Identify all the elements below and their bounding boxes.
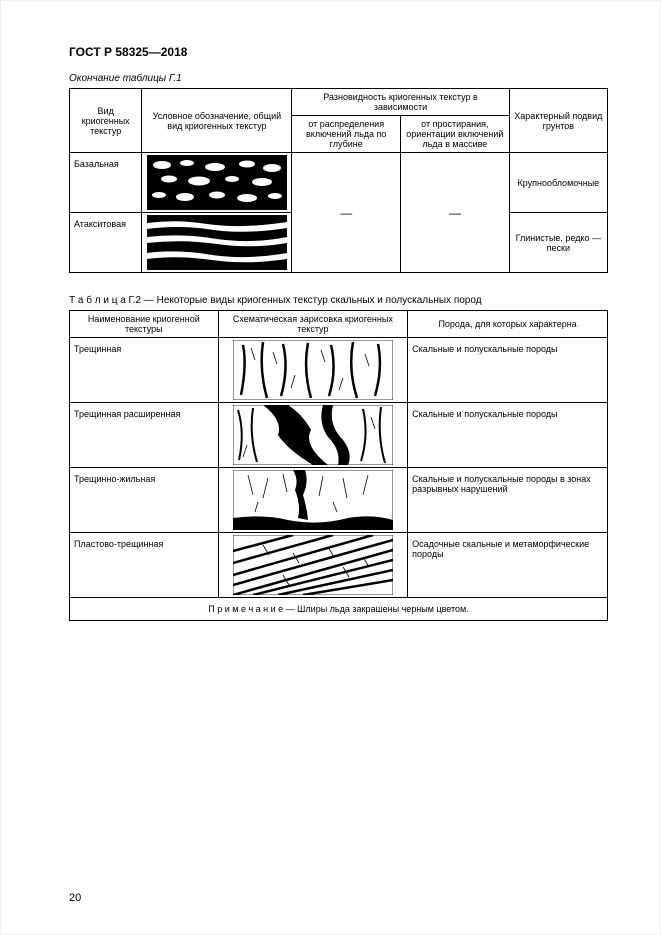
table-g1-continuation: Вид криогенных текстур Условное обозначе… (69, 88, 608, 273)
table1-caption: Окончание таблицы Г.1 (69, 73, 608, 84)
t1-row2-name: Атакситовая (70, 213, 142, 273)
t2-row3-sketch (218, 468, 408, 533)
t1-header-orient: от простирания, ориентации включений льд… (401, 116, 510, 153)
texture-fracture-vein-icon (233, 470, 393, 530)
t2-header-rock: Порода, для которых характерна (408, 311, 608, 338)
t1-header-group: Разновидность криогенных текстур в завис… (292, 89, 509, 116)
table-g2: Наименование криогенной текстуры Схемати… (69, 310, 608, 621)
t1-row2-texture (142, 213, 292, 273)
t2-note: П р и м е ч а н и е — Шлиры льда закраше… (70, 598, 608, 621)
texture-ataxite-icon (147, 215, 287, 270)
texture-layered-fractured-icon (233, 535, 393, 595)
texture-fractured-expanded-icon (233, 405, 393, 465)
t2-row3-desc: Скальные и полускальные породы в зонах р… (408, 468, 608, 533)
table2-caption: Т а б л и ц а Г.2 — Некоторые виды криог… (69, 295, 608, 306)
t2-row2-desc: Скальные и полускальные породы (408, 403, 608, 468)
t1-header-type: Вид криогенных текстур (70, 89, 142, 153)
table2-caption-prefix: Т а б л и ц а Г.2 (69, 295, 141, 306)
t2-row4-name: Пластово-трещинная (70, 533, 219, 598)
t2-row3-name: Трещинно-жильная (70, 468, 219, 533)
t1-dash1: — (292, 153, 401, 273)
t2-row2-name: Трещинная расширенная (70, 403, 219, 468)
t1-header-symbol: Условное обозначение, общий вид криогенн… (142, 89, 292, 153)
t2-row1-sketch (218, 338, 408, 403)
t2-row1-desc: Скальные и полускальные породы (408, 338, 608, 403)
page-number: 20 (69, 892, 81, 904)
page: ГОСТ Р 58325—2018 Окончание таблицы Г.1 … (0, 0, 661, 935)
t1-row1-subtype: Крупнообломоч­ные (509, 153, 607, 213)
table2-caption-rest: — Некоторые виды криогенных текстур скал… (141, 295, 481, 306)
t2-header-sketch: Схематическая зарисовка криогенных текст… (218, 311, 408, 338)
t2-row4-sketch (218, 533, 408, 598)
texture-fractured-icon (233, 340, 393, 400)
t1-row1-texture (142, 153, 292, 213)
t2-header-name: Наименование криогенной текстуры (70, 311, 219, 338)
t1-header-depth: от распределения включений льда по глуби… (292, 116, 401, 153)
t1-header-subtype: Характерный подвид грунтов (509, 89, 607, 153)
t2-row2-sketch (218, 403, 408, 468)
texture-basal-icon (147, 155, 287, 210)
t2-row1-name: Трещинная (70, 338, 219, 403)
t1-row2-subtype: Глинистые, редко — пески (509, 213, 607, 273)
t1-row1-name: Базальная (70, 153, 142, 213)
document-header: ГОСТ Р 58325—2018 (69, 45, 608, 59)
t1-dash2: — (401, 153, 510, 273)
t2-row4-desc: Осадочные скальные и метаморфические пор… (408, 533, 608, 598)
